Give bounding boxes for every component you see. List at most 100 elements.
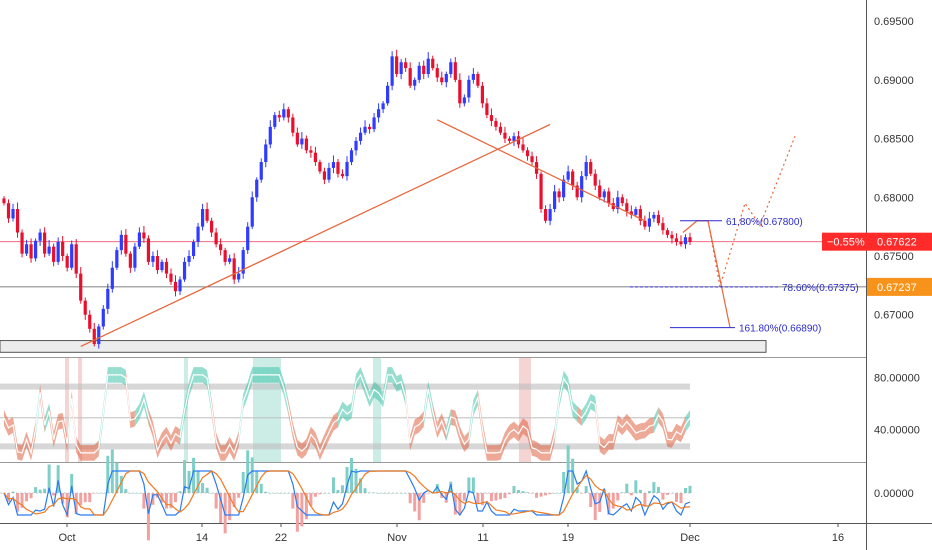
candle <box>151 251 155 268</box>
macd-histogram-bar <box>562 472 566 493</box>
candle <box>543 205 548 224</box>
macd-histogram-bar <box>616 493 620 501</box>
macd-histogram-bar <box>526 492 530 493</box>
signal-highlight <box>65 358 69 462</box>
candle <box>683 234 688 249</box>
macd-histogram-bar <box>291 493 295 509</box>
candle <box>282 103 286 121</box>
fib-label: 78.60%(0.67375) <box>782 283 859 294</box>
candle <box>200 203 205 231</box>
candle <box>237 267 241 283</box>
macd-histogram-bar <box>589 493 593 508</box>
candle <box>313 146 318 166</box>
macd-histogram-bar <box>548 493 552 495</box>
candle <box>562 175 566 202</box>
candle <box>340 169 345 179</box>
candle <box>413 77 417 91</box>
candle <box>408 62 412 89</box>
candle <box>115 247 119 271</box>
macd-histogram-bar <box>250 457 254 493</box>
macd-histogram-bar <box>201 483 205 493</box>
candle <box>133 242 137 272</box>
macd-histogram-bar <box>174 493 177 503</box>
macd-histogram-bar <box>571 458 575 493</box>
candle <box>625 198 629 217</box>
candle <box>2 196 6 206</box>
candle <box>210 217 214 237</box>
candle <box>674 233 679 246</box>
candle <box>512 132 516 147</box>
candle <box>670 231 674 244</box>
macd-histogram-bar <box>480 493 484 506</box>
candle <box>20 229 24 258</box>
candle <box>643 215 647 230</box>
candle <box>92 322 96 347</box>
candle <box>530 151 534 166</box>
price-tick-label: 0.68000 <box>874 192 914 204</box>
candle <box>79 267 83 304</box>
candle <box>286 106 290 123</box>
candle <box>52 243 56 267</box>
macd-histogram-bar <box>386 493 390 494</box>
macd-histogram-bar <box>304 493 308 520</box>
macd-histogram-bar <box>178 491 182 493</box>
candle <box>476 71 480 89</box>
candle <box>241 247 245 279</box>
candle <box>571 169 575 191</box>
candle <box>390 51 394 91</box>
candle <box>598 179 602 201</box>
candle <box>616 190 620 214</box>
macd-histogram-bar <box>620 492 624 493</box>
candle <box>24 239 29 257</box>
candle <box>422 60 426 80</box>
candle <box>431 55 435 71</box>
macd-histogram-bar <box>566 445 570 493</box>
candle <box>386 81 390 106</box>
macd-histogram-bar <box>359 478 363 493</box>
macd-histogram-bar <box>115 462 119 493</box>
candle <box>521 137 525 153</box>
macd-histogram-bar <box>535 493 539 498</box>
candle <box>507 136 512 144</box>
candle <box>494 117 498 131</box>
candle <box>268 120 272 149</box>
candle <box>331 155 336 174</box>
candle <box>539 171 543 213</box>
macd-histogram-bar <box>43 488 47 493</box>
macd-histogram-bar <box>503 493 507 499</box>
candle <box>358 127 363 145</box>
candle <box>304 135 308 154</box>
candle <box>187 250 191 267</box>
candle <box>173 275 178 297</box>
candle <box>417 62 421 83</box>
macd-histogram-bar <box>192 457 196 493</box>
candle <box>137 227 141 249</box>
macd-histogram-bar <box>119 475 123 493</box>
price-tick-label: 0.69000 <box>874 75 914 87</box>
macd-histogram-bar <box>467 477 471 493</box>
macd-histogram-bar <box>101 493 105 494</box>
candle <box>349 147 354 166</box>
macd-histogram-bar <box>557 493 561 494</box>
time-tick-label: Dec <box>680 532 700 544</box>
candle <box>264 139 268 168</box>
macd-histogram-bar <box>417 493 421 521</box>
macd-histogram-bar <box>656 486 660 493</box>
time-tick-label: 11 <box>477 532 488 544</box>
macd-histogram-bar <box>638 489 642 493</box>
candle <box>404 57 408 72</box>
macd-histogram-bar <box>128 493 132 494</box>
macd-histogram-bar <box>92 493 96 494</box>
macd-histogram-bar <box>489 493 493 502</box>
candle <box>196 222 200 248</box>
oscillator-pane <box>0 358 691 462</box>
macd-histogram-bar <box>422 493 426 503</box>
time-tick-label: 14 <box>196 532 208 544</box>
candle <box>110 261 114 293</box>
macd-histogram-bar <box>20 493 24 508</box>
macd-histogram-bar <box>584 486 588 493</box>
macd-histogram-bar <box>331 477 335 493</box>
candle <box>557 188 561 203</box>
